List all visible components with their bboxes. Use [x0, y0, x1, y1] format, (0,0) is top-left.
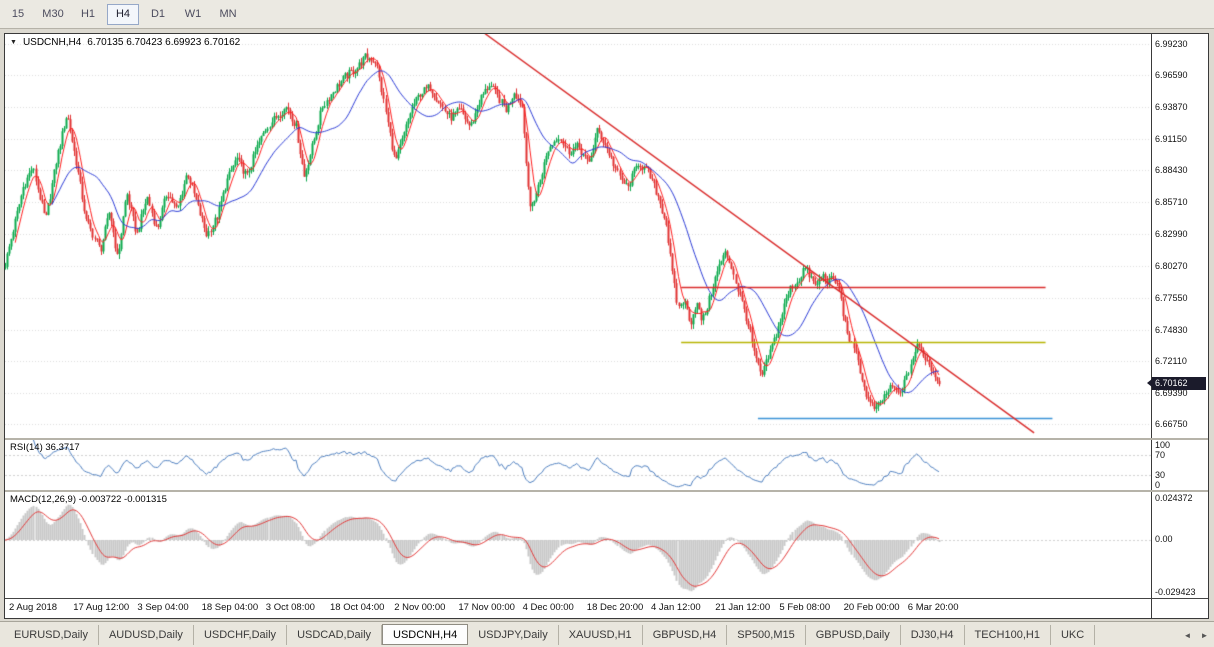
timeframe-toolbar: 15 M30 H1 H4 D1 W1 MN: [0, 0, 1214, 29]
panel-splitter[interactable]: [5, 438, 1208, 440]
current-price-value: 6.70162: [1155, 378, 1188, 389]
rsi-canvas[interactable]: [5, 440, 1151, 490]
rsi-plot: RSI(14) 36.3717: [5, 440, 1151, 490]
tab-dj30-h4[interactable]: DJ30,H4: [901, 625, 965, 645]
tab-gbpusd-daily[interactable]: GBPUSD,Daily: [806, 625, 901, 645]
price-tick-label: 6.91150: [1155, 133, 1187, 144]
price-tick-label: 6.88430: [1155, 165, 1188, 176]
macd-canvas[interactable]: [5, 492, 1151, 598]
rsi-tick-label: 70: [1155, 450, 1166, 460]
tab-sp500-m15[interactable]: SP500,M15: [727, 625, 806, 645]
price-tick-label: 6.69390: [1155, 388, 1188, 399]
time-tick-label: 18 Dec 20:00: [586, 602, 644, 613]
rsi-pane: RSI(14) 36.3717 100 70 30 0: [5, 440, 1208, 490]
timeframe-mn[interactable]: MN: [219, 7, 237, 20]
timeframe-w1[interactable]: W1: [184, 7, 202, 20]
chart-tab-bar: EURUSD,Daily AUDUSD,Daily USDCHF,Daily USDC…: [0, 621, 1214, 647]
price-tick-label: 6.80270: [1155, 260, 1188, 271]
price-tick-label: 6.93870: [1155, 101, 1188, 112]
time-tick-label: 5 Feb 08:00: [779, 602, 831, 613]
time-tick-label: 18 Sep 04:00: [201, 602, 259, 613]
rsi-tick-label: 100: [1155, 440, 1171, 450]
panel-splitter[interactable]: [5, 490, 1208, 492]
price-tick-label: 6.85710: [1155, 197, 1188, 208]
time-tick-label: 17 Aug 12:00: [73, 602, 130, 613]
timeframe-h4[interactable]: H4: [107, 3, 139, 25]
price-tick-label: 6.77550: [1155, 292, 1188, 303]
price-tick-label: 6.74830: [1155, 324, 1188, 335]
time-tick-label: 17 Nov 00:00: [458, 602, 515, 613]
tab-gbpusd-h4[interactable]: GBPUSD,H4: [643, 625, 728, 645]
main-chart-pane: ▼ USDCNH,H4 6.70135 6.70423 6.69923 6.70…: [5, 34, 1208, 438]
price-tick-label: 6.66750: [1155, 419, 1188, 430]
macd-tick-label: -0.029423: [1155, 587, 1196, 597]
macd-axis[interactable]: 0.024372 0.00 -0.029423: [1151, 492, 1208, 598]
time-tick-label: 18 Oct 04:00: [330, 602, 385, 613]
macd-pane: MACD(12,26,9) -0.003722 -0.001315 0.0243…: [5, 492, 1208, 598]
tab-usdjpy-daily[interactable]: USDJPY,Daily: [468, 625, 559, 645]
tab-ukc[interactable]: UKC: [1051, 625, 1096, 645]
time-tick-label: 3 Sep 04:00: [137, 602, 189, 613]
rsi-tick-label: 0: [1155, 480, 1161, 490]
time-tick-label: 20 Feb 00:00: [843, 602, 900, 613]
chart-window: ▼ USDCNH,H4 6.70135 6.70423 6.69923 6.70…: [4, 33, 1209, 619]
tab-xauusd-h1[interactable]: XAUUSD,H1: [559, 625, 643, 645]
time-tick-label: 2 Nov 00:00: [394, 602, 446, 613]
time-tick-label: 21 Jan 12:00: [715, 602, 771, 613]
current-price-badge: 6.70162: [1147, 377, 1206, 391]
price-tick-label: 6.72110: [1155, 356, 1187, 367]
price-tick-label: 6.96590: [1155, 69, 1188, 80]
chart-dropdown-icon[interactable]: ▼: [10, 39, 17, 46]
macd-tick-label: 0.00: [1155, 534, 1173, 545]
tab-eurusd-daily[interactable]: EURUSD,Daily: [4, 625, 99, 645]
tab-usdchf-daily[interactable]: USDCHF,Daily: [194, 625, 288, 645]
chart-tabs: EURUSD,Daily AUDUSD,Daily USDCHF,Daily USDC…: [4, 624, 1214, 645]
price-tick-label: 6.99230: [1155, 39, 1188, 50]
rsi-tick-label: 30: [1155, 470, 1166, 480]
time-axis-corner: [1151, 599, 1208, 618]
main-chart-plot: ▼ USDCNH,H4 6.70135 6.70423 6.69923 6.70…: [5, 34, 1151, 438]
tab-usdcnh-h4[interactable]: USDCNH,H4: [382, 624, 469, 645]
time-axis[interactable]: 2 Aug 2018 17 Aug 12:00 3 Sep 04:00 18 Sep …: [5, 598, 1208, 618]
macd-plot: MACD(12,26,9) -0.003722 -0.001315: [5, 492, 1151, 598]
price-axis[interactable]: 6.70162 6.99230 6.96590 6.93870 6.91150 6.88…: [1147, 34, 1208, 438]
tab-audusd-daily[interactable]: AUDUSD,Daily: [99, 625, 194, 645]
time-tick-label: 4 Jan 12:00: [651, 602, 701, 613]
tab-usdcad-daily[interactable]: USDCAD,Daily: [287, 625, 383, 645]
tab-scroll-left-icon[interactable]: ◄: [1183, 631, 1192, 640]
price-tick-label: 6.82990: [1155, 229, 1188, 240]
time-labels: 2 Aug 2018 17 Aug 12:00 3 Sep 04:00 18 Sep …: [5, 599, 1151, 618]
time-tick-label: 3 Oct 08:00: [265, 602, 315, 613]
tab-scroll-buttons: ◄ ►: [1177, 628, 1211, 643]
rsi-axis[interactable]: 100 70 30 0: [1151, 440, 1208, 490]
timeframe-15[interactable]: 15: [11, 7, 25, 20]
time-tick-label: 6 Mar 20:00: [907, 602, 959, 613]
price-chart-canvas[interactable]: [5, 34, 1151, 438]
time-tick-label: 4 Dec 00:00: [522, 602, 574, 613]
tab-tech100-h1[interactable]: TECH100,H1: [965, 625, 1051, 645]
macd-tick-label: 0.024372: [1155, 493, 1193, 503]
timeframe-d1[interactable]: D1: [150, 7, 166, 20]
timeframe-h1[interactable]: H1: [80, 7, 96, 20]
time-tick-label: 2 Aug 2018: [9, 602, 58, 613]
timeframe-m30[interactable]: M30: [42, 7, 64, 20]
tab-scroll-right-icon[interactable]: ►: [1200, 631, 1209, 640]
